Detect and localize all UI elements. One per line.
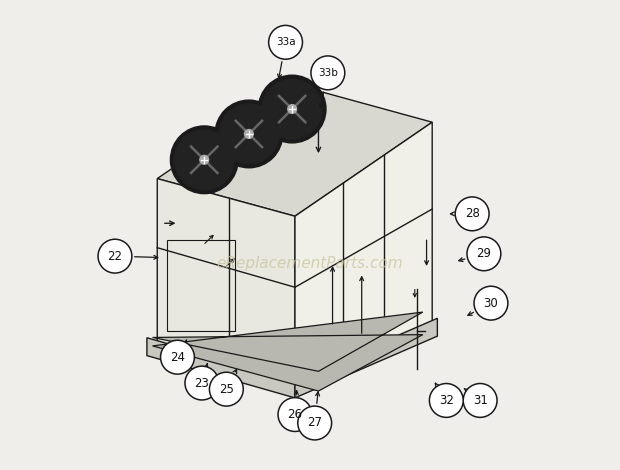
Text: 24: 24 <box>170 351 185 364</box>
Circle shape <box>278 398 312 431</box>
Text: 30: 30 <box>484 297 498 310</box>
Circle shape <box>463 384 497 417</box>
Text: eReplacementParts.com: eReplacementParts.com <box>216 256 404 271</box>
Polygon shape <box>157 85 432 216</box>
Circle shape <box>161 340 195 374</box>
Circle shape <box>288 105 296 113</box>
Circle shape <box>311 56 345 90</box>
Circle shape <box>200 156 209 164</box>
Circle shape <box>474 286 508 320</box>
Circle shape <box>262 79 322 139</box>
Polygon shape <box>295 122 432 385</box>
Circle shape <box>455 197 489 231</box>
Circle shape <box>98 239 132 273</box>
Circle shape <box>215 100 283 168</box>
Circle shape <box>185 366 219 400</box>
Circle shape <box>259 75 326 143</box>
Circle shape <box>467 237 501 271</box>
Circle shape <box>170 126 238 194</box>
Polygon shape <box>147 338 295 398</box>
Text: 22: 22 <box>107 250 123 263</box>
Text: 27: 27 <box>307 416 322 430</box>
Circle shape <box>268 25 303 59</box>
Circle shape <box>244 130 254 138</box>
Circle shape <box>298 406 332 440</box>
Text: 28: 28 <box>465 207 480 220</box>
Circle shape <box>210 372 243 406</box>
Text: 25: 25 <box>219 383 234 396</box>
Text: 29: 29 <box>476 247 492 260</box>
Text: 33b: 33b <box>318 68 338 78</box>
Text: 32: 32 <box>439 394 454 407</box>
Circle shape <box>430 384 463 417</box>
Circle shape <box>219 104 278 164</box>
Polygon shape <box>295 318 437 398</box>
Circle shape <box>174 130 234 189</box>
Text: 31: 31 <box>472 394 487 407</box>
Text: 23: 23 <box>195 376 210 390</box>
Text: 33a: 33a <box>276 37 295 47</box>
Text: 26: 26 <box>288 408 303 421</box>
Polygon shape <box>157 179 295 385</box>
Polygon shape <box>153 312 423 391</box>
